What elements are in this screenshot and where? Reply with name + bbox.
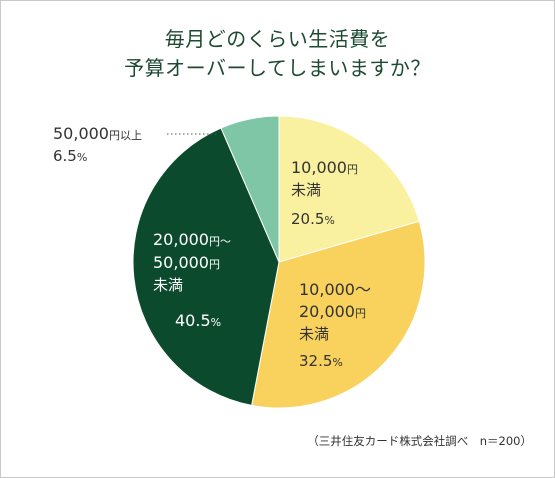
slice-label-20000-50000: 20,000円～ 50,000円 未満 40.5%	[153, 230, 231, 330]
chart-title-line-2: 予算オーバーしてしまいますか？	[124, 56, 431, 80]
pie-slice-2	[251, 220, 426, 409]
pie-slice-1	[278, 115, 420, 263]
slice-label-10000-20000: 10,000～ 20,000円 未満 32.5%	[299, 280, 371, 370]
slice-percent-32-5: 32.5	[299, 352, 333, 370]
pie-slice-3	[132, 127, 280, 406]
source-note: （三井住友カード株式会社調べ n＝200）	[307, 434, 532, 448]
slice-percent-20-5: 20.5	[291, 210, 325, 228]
chart-title: 毎月どのくらい生活費を 予算オーバーしてしまいますか？	[1, 25, 554, 83]
slice-label-under-10000: 10,000円 未満 20.5%	[291, 158, 358, 228]
chart-title-line-1: 毎月どのくらい生活費を	[164, 27, 391, 51]
slice-label-over-50000: 50,000円以上 6.5%	[53, 124, 142, 165]
pie-slice-4	[220, 115, 280, 263]
slice-percent-40-5: 40.5	[175, 311, 211, 330]
slice-percent-6-5: 6.5	[53, 147, 77, 165]
